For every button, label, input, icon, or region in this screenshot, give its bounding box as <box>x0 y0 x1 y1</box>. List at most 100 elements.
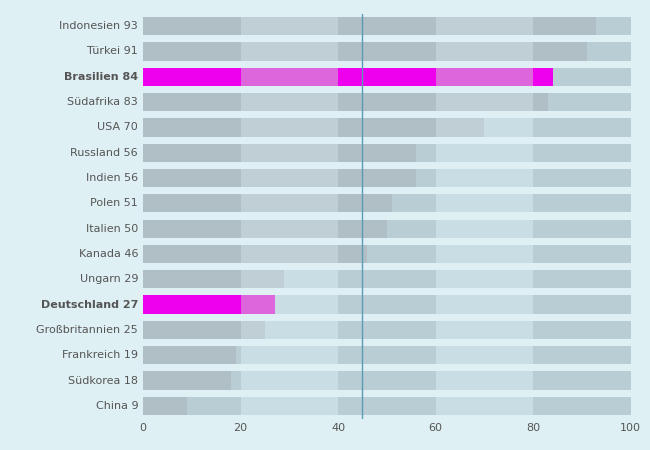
Text: Brasilien 84: Brasilien 84 <box>64 72 138 82</box>
Bar <box>338 321 436 339</box>
Bar <box>240 194 338 212</box>
Bar <box>533 194 630 212</box>
Bar <box>240 270 285 288</box>
Text: Italien 50: Italien 50 <box>86 224 138 234</box>
Bar <box>338 68 436 86</box>
Bar <box>533 42 630 61</box>
Bar <box>240 194 338 212</box>
Bar <box>143 17 240 35</box>
Text: China 9: China 9 <box>96 401 138 411</box>
Bar <box>338 346 436 364</box>
Bar <box>240 346 338 364</box>
Bar <box>533 169 630 187</box>
Bar <box>533 68 552 86</box>
Bar <box>338 245 367 263</box>
Bar <box>436 118 533 136</box>
Bar <box>143 371 240 390</box>
Bar <box>143 93 240 111</box>
Bar <box>143 245 240 263</box>
Bar <box>436 169 533 187</box>
Bar <box>143 397 187 415</box>
Text: Deutschland 27: Deutschland 27 <box>41 300 138 310</box>
Bar <box>143 371 231 390</box>
Bar <box>240 93 338 111</box>
Bar <box>143 17 240 35</box>
Bar <box>143 118 240 136</box>
Bar <box>338 397 436 415</box>
Bar <box>240 118 338 136</box>
Bar <box>533 296 630 314</box>
Bar <box>338 144 416 162</box>
Bar <box>143 68 240 86</box>
Bar <box>436 144 533 162</box>
Bar <box>533 220 630 238</box>
Bar <box>143 346 240 364</box>
Bar <box>240 169 338 187</box>
Bar <box>436 194 533 212</box>
Text: Polen 51: Polen 51 <box>90 198 138 208</box>
Bar <box>436 346 533 364</box>
Bar <box>533 118 630 136</box>
Bar <box>533 321 630 339</box>
Bar <box>240 220 338 238</box>
Bar <box>143 118 240 136</box>
Bar <box>436 270 533 288</box>
Bar <box>338 270 436 288</box>
Bar <box>143 169 240 187</box>
Bar <box>436 68 533 86</box>
Bar <box>143 220 240 238</box>
Bar <box>436 68 533 86</box>
Bar <box>338 17 436 35</box>
Bar <box>533 371 630 390</box>
Text: USA 70: USA 70 <box>98 122 138 132</box>
Bar <box>338 42 436 61</box>
Bar <box>143 245 240 263</box>
Bar <box>436 321 533 339</box>
Bar <box>533 68 630 86</box>
Bar <box>533 17 630 35</box>
Bar <box>338 93 436 111</box>
Bar <box>143 194 240 212</box>
Bar <box>533 93 547 111</box>
Bar <box>338 144 436 162</box>
Bar <box>436 118 484 136</box>
Bar <box>338 169 416 187</box>
Bar <box>533 17 597 35</box>
Bar <box>240 270 338 288</box>
Bar <box>143 321 240 339</box>
Bar <box>338 296 436 314</box>
Bar <box>240 169 338 187</box>
Bar <box>143 346 235 364</box>
Bar <box>240 245 338 263</box>
Bar <box>338 371 436 390</box>
Bar <box>533 245 630 263</box>
Bar <box>436 371 533 390</box>
Bar <box>338 220 436 238</box>
Bar <box>436 397 533 415</box>
Bar <box>143 68 240 86</box>
Bar <box>240 42 338 61</box>
Bar <box>338 245 436 263</box>
Text: Südkorea 18: Südkorea 18 <box>68 376 138 386</box>
Bar <box>143 321 240 339</box>
Bar <box>240 68 338 86</box>
Bar <box>240 296 338 314</box>
Text: Ungarn 29: Ungarn 29 <box>79 274 138 284</box>
Bar <box>143 93 240 111</box>
Text: Russland 56: Russland 56 <box>70 148 138 157</box>
Bar <box>240 118 338 136</box>
Bar <box>143 144 240 162</box>
Bar <box>436 93 533 111</box>
Bar <box>338 220 387 238</box>
Bar <box>240 93 338 111</box>
Bar <box>143 169 240 187</box>
Bar <box>436 42 533 61</box>
Bar <box>240 220 338 238</box>
Bar <box>338 68 436 86</box>
Text: Großbritannien 25: Großbritannien 25 <box>36 325 138 335</box>
Bar <box>143 42 240 61</box>
Bar <box>240 245 338 263</box>
Bar <box>143 397 240 415</box>
Text: Südafrika 83: Südafrika 83 <box>68 97 138 107</box>
Bar <box>436 93 533 111</box>
